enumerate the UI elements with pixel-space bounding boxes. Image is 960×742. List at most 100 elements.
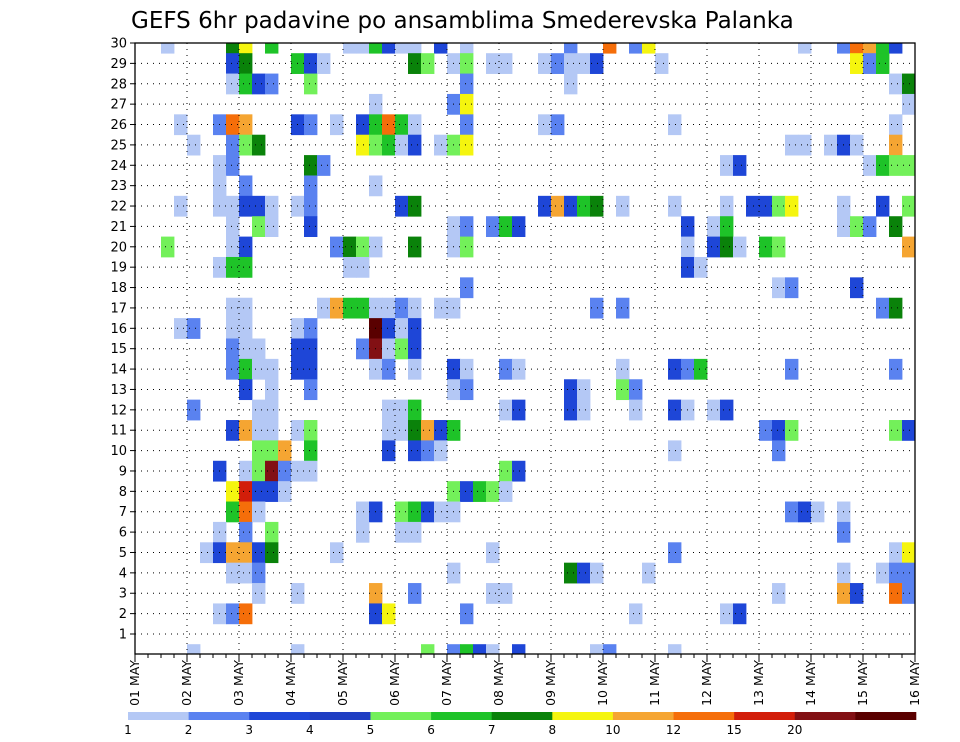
precip-cell [785, 195, 799, 217]
precip-cell [564, 73, 578, 95]
precip-cell [902, 73, 916, 95]
precip-cell [382, 114, 396, 136]
precip-cell [252, 358, 266, 380]
precip-cell [772, 440, 786, 462]
y-tick-label: 17 [110, 301, 127, 316]
precip-cell [850, 277, 864, 299]
colorbar-label: 1 [124, 723, 132, 737]
precip-cell [889, 542, 903, 564]
precip-cell [772, 277, 786, 299]
precip-cell [460, 53, 474, 74]
precip-cell [629, 379, 643, 401]
precip-cell [343, 256, 357, 278]
precip-cell [434, 501, 448, 523]
precip-cell [356, 256, 370, 278]
precip-cell [538, 114, 552, 136]
precip-cell [876, 195, 890, 217]
precip-cell [499, 460, 513, 482]
y-tick-label: 5 [119, 546, 127, 561]
precip-cell [460, 236, 474, 258]
precip-cell [239, 73, 253, 95]
colorbar-swatch [370, 712, 432, 720]
precip-cell [408, 358, 422, 380]
precip-cell [486, 53, 500, 74]
precip-cell [187, 399, 201, 421]
y-tick-label: 10 [110, 444, 127, 459]
precip-cell [408, 440, 422, 462]
precip-cell [486, 216, 500, 237]
precip-cell [473, 481, 487, 502]
precip-cell [499, 53, 513, 74]
y-tick-label: 26 [110, 118, 127, 133]
precip-cell [395, 318, 409, 339]
precip-cell [499, 358, 513, 380]
precip-cell [265, 399, 279, 421]
precip-cell [850, 583, 864, 604]
precip-cell [239, 134, 253, 156]
precip-cell [265, 420, 279, 441]
precip-cell [265, 542, 279, 564]
precip-cell [408, 501, 422, 523]
precip-cell [590, 644, 604, 655]
y-tick-label: 29 [110, 57, 127, 72]
precip-cell [733, 236, 747, 258]
precip-cell [304, 358, 318, 380]
precip-cell [226, 481, 240, 502]
x-tick-label: 15 MAY [855, 660, 870, 706]
precip-cell [889, 73, 903, 95]
precip-cell [824, 134, 838, 156]
precip-cell [577, 379, 591, 401]
precip-cell [837, 43, 851, 54]
precip-cell [395, 195, 409, 217]
precip-cell [408, 114, 422, 136]
precip-cell [382, 134, 396, 156]
precip-cell [720, 155, 734, 176]
precip-cell [811, 501, 825, 523]
precip-cell [252, 481, 266, 502]
colorbar-label: 10 [605, 723, 620, 737]
precip-cell [460, 134, 474, 156]
precip-cell [512, 399, 526, 421]
precip-cell [330, 297, 344, 319]
precip-cell [408, 318, 422, 339]
precip-cell [226, 420, 240, 441]
precip-cell [330, 236, 344, 258]
precip-cell [421, 440, 435, 462]
y-tick-label: 12 [110, 403, 127, 418]
precip-cell [668, 114, 682, 136]
precip-cell [382, 43, 396, 54]
colorbar-swatch [491, 712, 553, 720]
precip-cell [733, 603, 747, 625]
y-tick-label: 7 [119, 505, 127, 520]
precip-cell [499, 583, 513, 604]
colorbar-label: 3 [245, 723, 253, 737]
precip-cell [460, 644, 474, 655]
y-tick-label: 15 [110, 342, 127, 357]
precip-cell [382, 399, 396, 421]
precip-cell [707, 216, 721, 237]
precip-cell [343, 43, 357, 54]
colorbar-swatch [128, 712, 189, 720]
precip-cell [226, 562, 240, 584]
precip-cell [772, 236, 786, 258]
precip-cell [226, 501, 240, 523]
colorbar-swatch [552, 712, 614, 720]
precip-cell [785, 277, 799, 299]
precip-cell [395, 521, 409, 543]
precip-cell [395, 43, 409, 54]
colorbar-swatch [612, 712, 674, 720]
precip-cell [226, 236, 240, 258]
x-tick-label: 13 MAY [751, 660, 766, 706]
precip-cell [304, 73, 318, 95]
precip-cell [720, 603, 734, 625]
precip-cell [304, 114, 318, 136]
precip-cell [239, 542, 253, 564]
precip-cell [408, 53, 422, 74]
precip-cell [850, 43, 864, 54]
y-tick-label: 14 [110, 363, 127, 378]
colorbar-label: 2 [185, 723, 193, 737]
precip-cell [720, 236, 734, 258]
precip-cell [590, 195, 604, 217]
precip-cell [850, 53, 864, 74]
precip-cell [226, 216, 240, 237]
